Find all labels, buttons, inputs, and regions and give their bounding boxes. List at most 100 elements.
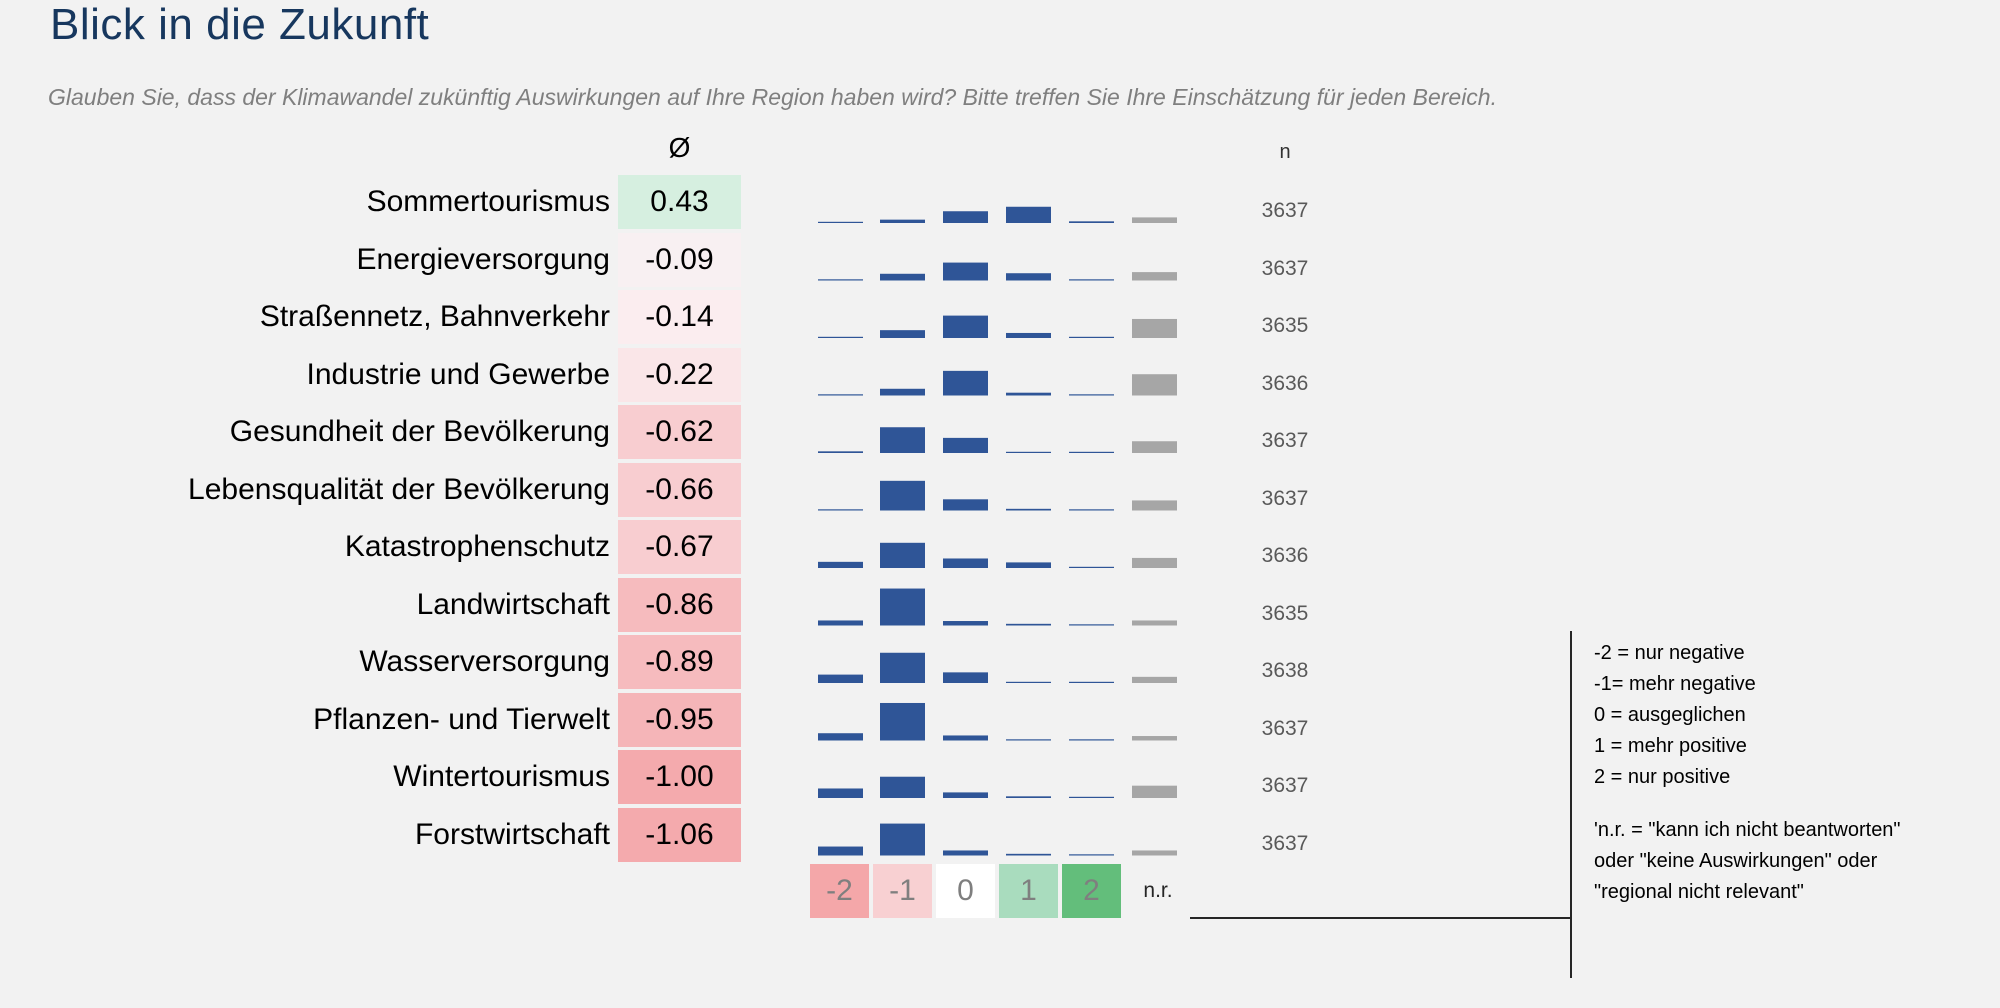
bar-0 (943, 792, 988, 798)
bar-1 (1006, 623, 1051, 626)
bar-n.r. (1132, 850, 1177, 856)
n-value: 3637 (1261, 486, 1309, 510)
bar-1 (1006, 796, 1051, 798)
bar-2 (1069, 394, 1114, 396)
bar-n.r. (1132, 500, 1177, 511)
bar-0 (943, 621, 988, 626)
row-label: Forstwirtschaft (414, 817, 610, 851)
average-value-cell: -0.89 (618, 635, 741, 689)
bar-2 (1069, 336, 1114, 338)
bar--1 (880, 330, 925, 338)
bar--1 (880, 776, 925, 798)
average-value-cell: -1.00 (618, 750, 741, 804)
bar--1 (880, 652, 925, 683)
bar--2 (818, 733, 863, 741)
row-label: Lebensqualität der Bevölkerung (188, 472, 610, 506)
bar--2 (818, 394, 863, 396)
bar--1 (880, 388, 925, 396)
bar-0 (943, 211, 988, 223)
bar--1 (880, 480, 925, 511)
average-column-header: Ø (668, 132, 691, 163)
bar-0 (943, 370, 988, 396)
scale-nr-label: n.r. (1143, 879, 1173, 902)
legend-line-zero: 0 = ausgeglichen (1594, 704, 1746, 726)
bar-0 (943, 499, 988, 511)
average-value-cell: 0.43 (618, 175, 741, 229)
n-value: 3637 (1261, 429, 1309, 452)
row-label: Wasserversorgung (359, 645, 610, 678)
average-value-cell: -0.95 (618, 692, 741, 747)
bar-n.r. (1132, 374, 1177, 396)
bar-n.r. (1132, 676, 1177, 683)
bar-2 (1069, 796, 1114, 798)
n-value: 3635 (1261, 314, 1309, 337)
legend-divider-horizontal (1190, 917, 1572, 919)
legend-line-minus2: -2 = nur negative (1594, 642, 1745, 664)
legend-spacer (1594, 793, 1901, 815)
scale-zero: 0 (936, 864, 995, 918)
legend-line-plus1: 1 = mehr positive (1594, 735, 1747, 757)
bar--1 (880, 273, 925, 281)
row-label: Pflanzen- und Tierwelt (313, 702, 610, 736)
n-value: 3637 (1261, 716, 1309, 740)
legend: -2 = nur negative -1= mehr negative 0 = … (1594, 638, 1901, 908)
bar-0 (943, 850, 988, 856)
average-value-cell: -0.66 (618, 462, 741, 517)
bar-1 (1006, 392, 1051, 396)
bar-1 (1006, 739, 1051, 741)
average-value-cell: -0.62 (618, 405, 741, 459)
bar-1 (1006, 206, 1051, 223)
row-label: Energieversorgung (356, 242, 611, 276)
row-label: Straßennetz, Bahnverkehr (259, 300, 610, 333)
bar--2 (818, 561, 863, 568)
bar-n.r. (1132, 785, 1177, 798)
page-subtitle: Glauben Sie, dass der Klimawandel zukünf… (48, 84, 1497, 110)
bar--2 (818, 788, 863, 798)
bar--2 (818, 336, 863, 338)
bar-1 (1006, 273, 1051, 281)
n-value: 3636 (1261, 544, 1309, 567)
bar-1 (1006, 451, 1051, 453)
n-value: 3637 (1261, 199, 1309, 222)
bar--2 (818, 451, 863, 453)
n-value: 3638 (1261, 659, 1309, 682)
bar--1 (880, 702, 925, 741)
bar-1 (1006, 332, 1051, 338)
bar-n.r. (1132, 272, 1177, 281)
bar--2 (818, 509, 863, 511)
bar-n.r. (1132, 620, 1177, 626)
scale-minus2: -2 (810, 864, 869, 918)
row-label: Industrie und Gewerbe (306, 357, 610, 391)
bar-0 (943, 437, 988, 453)
n-value: 3635 (1261, 601, 1309, 625)
bar-2 (1069, 624, 1114, 626)
bar-0 (943, 315, 988, 338)
row-label: Landwirtschaft (416, 587, 610, 621)
bar-2 (1069, 739, 1114, 741)
bar-n.r. (1132, 736, 1177, 741)
scale-plus1: 1 (999, 864, 1058, 918)
legend-line-plus2: 2 = nur positive (1594, 766, 1731, 788)
legend-line-minus1: -1= mehr negative (1594, 673, 1756, 695)
bar--2 (818, 846, 863, 856)
bar-n.r. (1132, 318, 1177, 338)
bar-n.r. (1132, 217, 1177, 223)
bar-2 (1069, 681, 1114, 683)
n-value: 3637 (1261, 256, 1309, 280)
bar--1 (880, 219, 925, 223)
n-column-header: n (1279, 141, 1291, 163)
average-value-cell: -0.14 (618, 290, 741, 344)
n-value: 3637 (1261, 831, 1309, 855)
row-label: Katastrophenschutz (344, 530, 610, 563)
bar--1 (880, 588, 925, 626)
bar-1 (1006, 681, 1051, 683)
row-label: Sommertourismus (366, 185, 610, 218)
average-value-cell: -0.86 (618, 577, 741, 632)
bar-2 (1069, 221, 1114, 223)
bar-2 (1069, 451, 1114, 453)
bar-2 (1069, 854, 1114, 856)
bar-0 (943, 735, 988, 741)
n-value: 3637 (1261, 774, 1309, 797)
bar--2 (818, 674, 863, 683)
